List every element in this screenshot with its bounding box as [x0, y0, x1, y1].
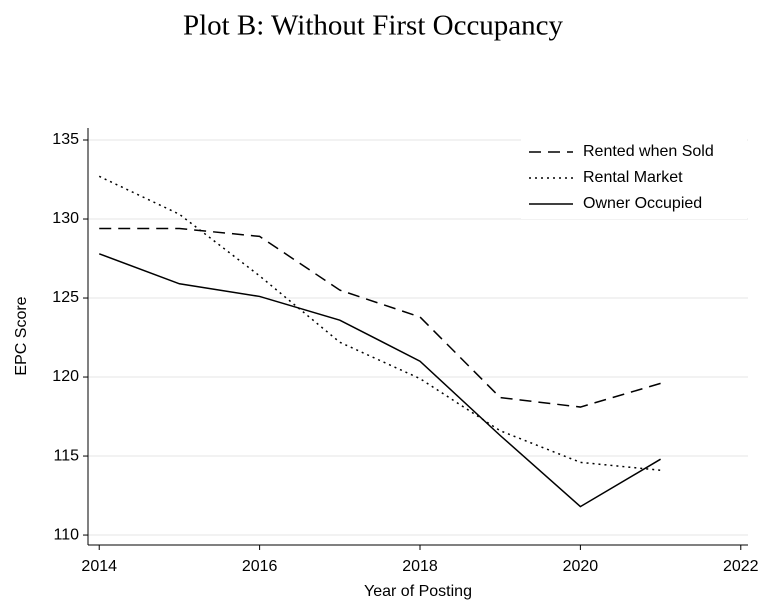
legend-label: Rented when Sold	[583, 143, 714, 160]
x-axis-label: Year of Posting	[364, 583, 472, 600]
y-axis-label: EPC Score	[13, 296, 30, 375]
y-tick-label: 125	[52, 289, 79, 306]
line	[99, 227, 661, 408]
x-tick-label: 2020	[563, 558, 599, 575]
y-tick-label: 110	[53, 526, 79, 543]
y-tick-label: 120	[52, 368, 79, 385]
line	[98, 253, 661, 508]
y-tick-label: 115	[53, 447, 79, 464]
x-tick-label: 2022	[723, 558, 758, 575]
legend-label: Owner Occupied	[583, 195, 702, 212]
line	[98, 175, 661, 472]
x-tick-label: 2016	[242, 558, 278, 575]
y-tick-label: 130	[52, 210, 79, 227]
chart-title: Plot B: Without First Occupancy	[183, 10, 564, 42]
x-tick-label: 2018	[402, 558, 438, 575]
y-tick-label: 135	[52, 131, 79, 148]
legend-label: Rental Market	[583, 169, 683, 186]
x-tick-label: 2014	[81, 558, 117, 575]
